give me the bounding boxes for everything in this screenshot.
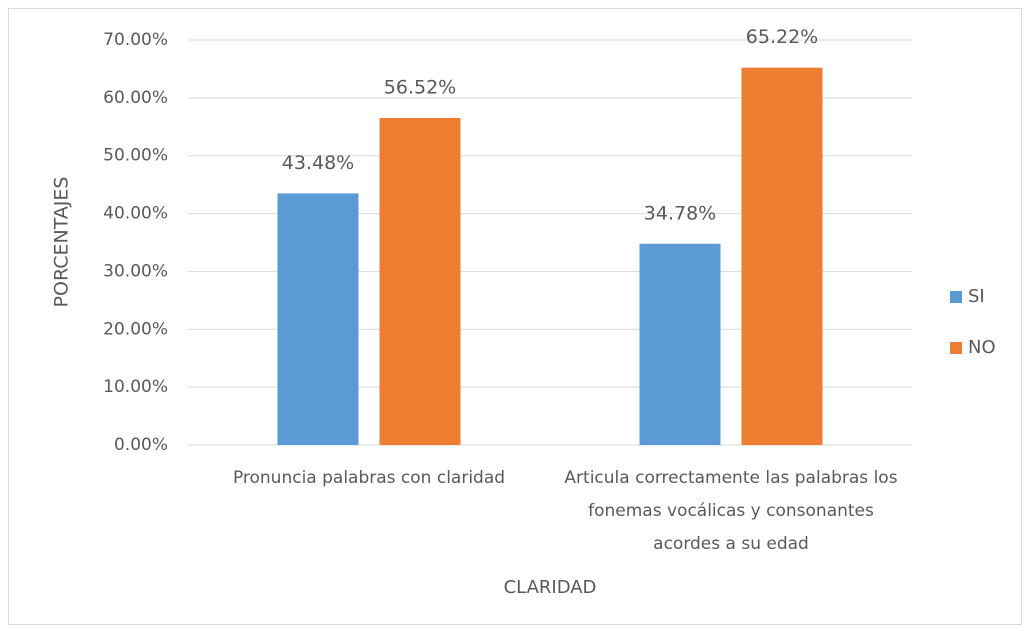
bar bbox=[277, 193, 359, 445]
y-tick-label: 70.00% bbox=[103, 30, 168, 50]
chart-border bbox=[8, 8, 1022, 625]
legend-label: SI bbox=[968, 286, 985, 307]
x-tick-label: Articula correctamente las palabras los … bbox=[564, 468, 898, 554]
x-axis-title: CLARIDAD bbox=[504, 577, 597, 598]
data-label: 65.22% bbox=[746, 26, 818, 48]
bar bbox=[639, 243, 721, 445]
y-tick-label: 40.00% bbox=[103, 204, 168, 224]
data-label: 43.48% bbox=[282, 152, 354, 174]
legend-swatch bbox=[950, 342, 962, 354]
y-tick-label: 30.00% bbox=[103, 261, 168, 281]
data-label: 56.52% bbox=[384, 76, 456, 98]
y-tick-label: 60.00% bbox=[103, 88, 168, 108]
y-axis-title: PORCENTAJES bbox=[51, 177, 73, 308]
y-tick-label: 10.00% bbox=[103, 377, 168, 397]
bar bbox=[379, 117, 461, 446]
x-tick-label: Pronuncia palabras con claridad bbox=[232, 468, 506, 488]
y-tick-label: 20.00% bbox=[103, 319, 168, 339]
legend-swatch bbox=[950, 291, 962, 303]
data-label: 34.78% bbox=[644, 202, 716, 224]
y-tick-label: 0.00% bbox=[114, 435, 168, 455]
y-tick-label: 50.00% bbox=[103, 146, 168, 166]
bar bbox=[741, 67, 823, 446]
legend-label: NO bbox=[968, 337, 996, 358]
